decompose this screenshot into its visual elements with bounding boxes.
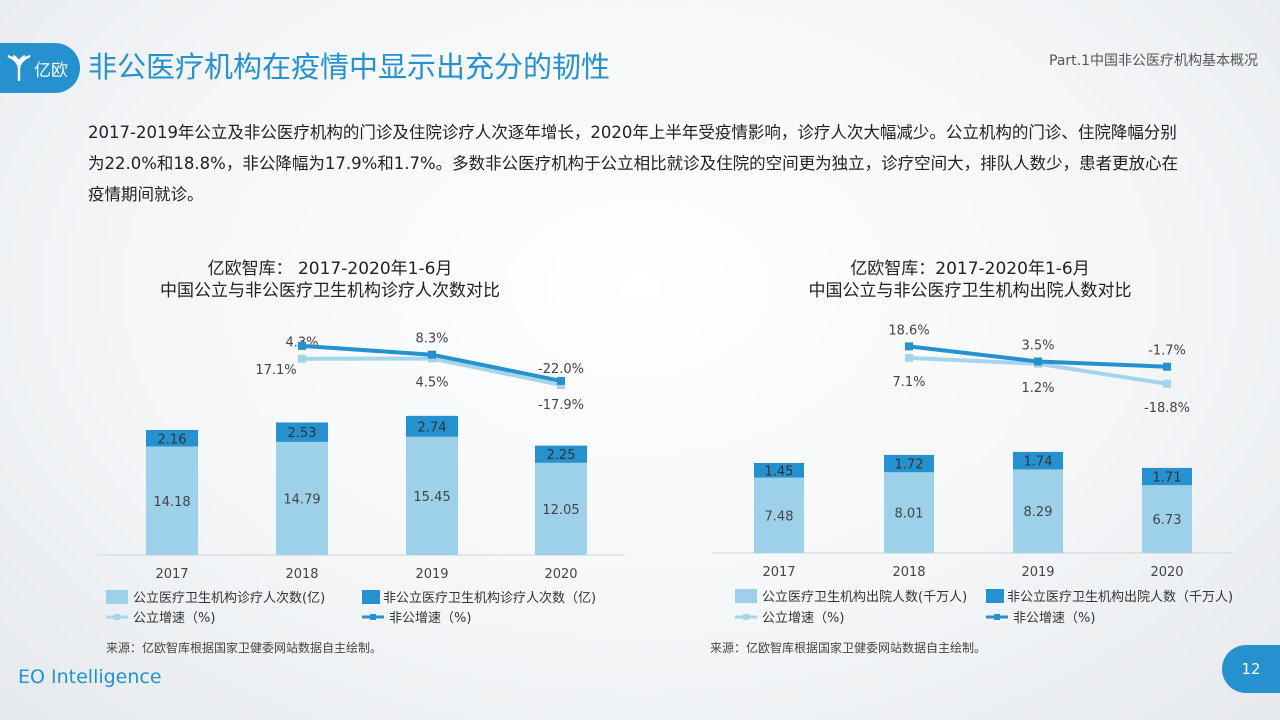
chart1-legend-swatch-private-bar: [362, 590, 380, 604]
chart2-line-marker: [1163, 362, 1171, 371]
chart1-bar-public: [146, 446, 198, 555]
chart2-x-tick-label: 2017: [762, 565, 795, 580]
chart2-bar-private: [754, 462, 804, 478]
chart1-line-marker: [428, 350, 436, 359]
page-number: 12: [1222, 645, 1280, 693]
chart2-line-data-label: -18.8%: [1144, 401, 1190, 416]
chart1-legend-public-bar: 公立医疗卫生机构诊疗人次数(亿): [133, 590, 325, 606]
chart1-x-tick-label: 2019: [415, 567, 448, 582]
chart1-legend-swatch-public-bar: [106, 590, 128, 604]
chart1-bar-private: [406, 415, 458, 437]
chart1-bar-private-label: 2.74: [418, 420, 447, 435]
chart1-bar-public-label: 12.05: [542, 503, 579, 518]
chart2-bar-private-label: 1.45: [765, 464, 794, 479]
logo: 亿欧: [0, 43, 80, 93]
chart2-bar-public: [884, 472, 934, 553]
chart2-bar-private: [1013, 451, 1063, 470]
chart2-line-data-label: 18.6%: [888, 323, 929, 338]
chart2-legend-swatch-marker: [994, 614, 1000, 620]
chart1-line-marker: [557, 381, 565, 389]
chart1-line-data-label: 8.3%: [415, 332, 448, 347]
chart2-legend-private-bar: 非公立医疗卫生机构出院人数（千万人): [1007, 590, 1233, 605]
footer-brand: EO Intelligence: [18, 666, 162, 688]
chart2-line-marker: [1034, 357, 1042, 366]
chart2-line-data-label: 3.5%: [1021, 339, 1054, 354]
chart2-title-block: 亿欧智库：2017-2020年1-6月 中国公立与非公医疗卫生机构出院人数对比: [740, 258, 1200, 302]
chart1-line-marker: [557, 376, 565, 385]
chart1-legend-swatch-marker: [370, 614, 376, 620]
chart1-subtitle: 中国公立与非公医疗卫生机构诊疗人次数对比: [160, 281, 500, 301]
chart1-line-data-label: 17.1%: [255, 363, 296, 378]
chart1-bar-private: [276, 422, 328, 442]
chart1-legend-line: 非公增速（%): [389, 611, 471, 626]
chart1-line-marker: [298, 341, 306, 350]
chart2-bar-private-label: 1.71: [1153, 471, 1182, 486]
chart1-x-tick-label: 2017: [155, 567, 188, 582]
chart2-title: 亿欧智库：2017-2020年1-6月: [850, 259, 1090, 279]
chart2-bar-private: [1142, 467, 1192, 486]
chart1-bar-public: [276, 441, 328, 555]
chart2-line-data-label: 1.2%: [1021, 381, 1054, 396]
chart1-bar-private-label: 2.25: [547, 448, 576, 463]
chart2-bar-private-label: 1.72: [895, 458, 924, 473]
chart1-bar-private-label: 2.16: [158, 432, 187, 447]
chart2-bar-public: [1013, 469, 1063, 553]
chart1-bar-public: [406, 436, 458, 555]
chart2-legend-swatch-marker: [743, 614, 749, 620]
chart2-bar-public: [1142, 485, 1192, 553]
chart2-bar-private-label: 1.74: [1024, 455, 1053, 470]
chart2-source: 来源：亿欧智库根据国家卫健委网站数据自主绘制。: [710, 641, 987, 655]
chart1-bar-public-label: 14.79: [283, 492, 320, 507]
chart2-x-tick-label: 2019: [1021, 565, 1054, 580]
chart1-bar-private-label: 2.53: [288, 426, 317, 441]
chart1-source: 来源：亿欧智库根据国家卫健委网站数据自主绘制。: [106, 641, 383, 655]
chart1-line-data-label: -22.0%: [538, 362, 584, 377]
chart2-legend-line: 非公增速（%): [1013, 611, 1095, 626]
chart2-legend-public-bar: 公立医疗卫生机构出院人数(千万人): [762, 590, 967, 605]
chart1-legend-swatch-marker: [114, 614, 120, 620]
chart2-x-tick-label: 2018: [892, 565, 925, 580]
chart2-line-data-label: 7.1%: [892, 375, 925, 390]
chart2-legend-swatch-private-bar: [986, 589, 1004, 603]
chart1-x-tick-label: 2020: [544, 567, 577, 582]
chart2-x-tick-label: 2020: [1150, 565, 1183, 580]
chart2-bar-public: [754, 477, 804, 553]
chart2-line-data-label: -1.7%: [1148, 344, 1186, 359]
chart1-bar-public-label: 14.18: [153, 495, 190, 510]
chart1-bar-public-label: 15.45: [413, 490, 450, 505]
chart1-title: 亿欧智库： 2017-2020年1-6月: [207, 259, 453, 279]
chart2-line-marker: [905, 353, 913, 362]
chart1-bar-public: [535, 462, 587, 555]
logo-text: 亿欧: [34, 60, 68, 81]
chart2-bar-public-label: 6.73: [1153, 513, 1182, 528]
page-title: 非公医疗机构在疫情中显示出充分的韧性: [88, 50, 611, 84]
chart1-legend-private-bar: 非公立医疗卫生机构诊疗人次数（亿): [383, 590, 596, 606]
chart2-bar-public-label: 7.48: [765, 509, 794, 524]
chart2-line-marker: [905, 342, 913, 351]
intro-text: 2017-2019年公立及非公医疗机构的门诊及住院诊疗人次逐年增长，2020年上…: [88, 123, 1179, 204]
chart2-bar-public-label: 8.29: [1024, 505, 1053, 520]
chart2-line-marker: [1163, 379, 1171, 388]
chart2-legend-line: 公立增速（%): [762, 611, 844, 626]
chart2-subtitle: 中国公立与非公医疗卫生机构出院人数对比: [808, 281, 1132, 301]
chart1-line-data-label: -17.9%: [538, 398, 584, 413]
chart1-x-tick-label: 2018: [285, 567, 318, 582]
chart1-bar-private: [535, 445, 587, 463]
chart2-bar-public-label: 8.01: [895, 507, 924, 522]
chart1-line-data-label: 4.5%: [415, 376, 448, 391]
chart2-bar-private: [884, 454, 934, 473]
chart1-legend-line: 公立增速（%): [133, 611, 215, 626]
chart1-line-marker: [298, 354, 306, 363]
chart1-title-block: 亿欧智库： 2017-2020年1-6月 中国公立与非公医疗卫生机构诊疗人次数对…: [100, 258, 560, 302]
chart2-legend-swatch-public-bar: [735, 589, 757, 603]
section-label: Part.1中国非公医疗机构基本概况: [1049, 53, 1258, 69]
chart1-bar-private: [146, 429, 198, 447]
logo-icon: [7, 54, 31, 81]
